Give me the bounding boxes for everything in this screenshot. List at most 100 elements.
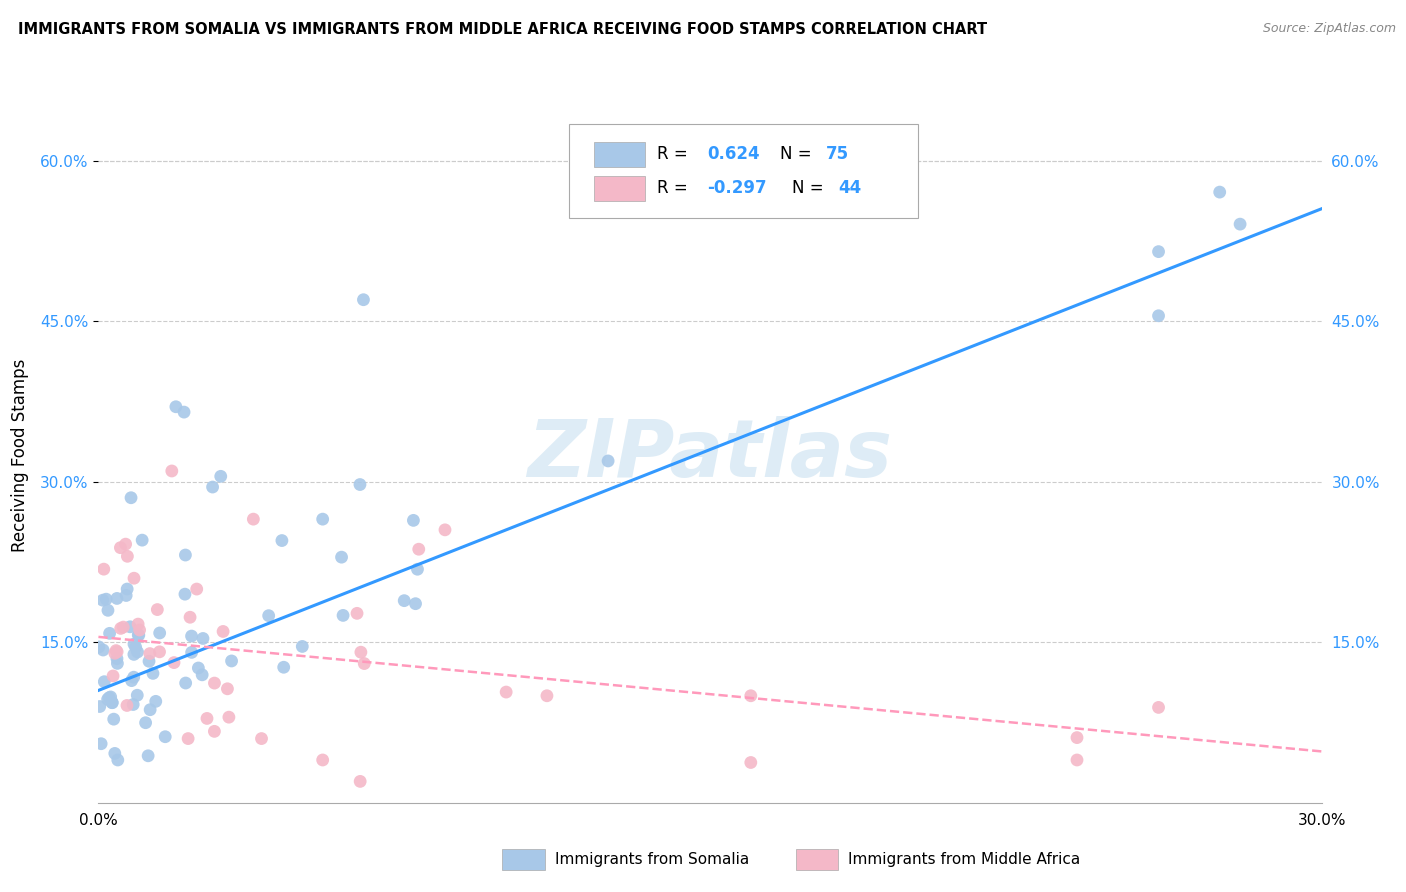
Point <box>120 491 142 505</box>
Point <box>127 628 149 642</box>
Point <box>104 747 127 761</box>
Point <box>402 513 425 527</box>
Point <box>89 699 111 714</box>
Point <box>136 748 159 763</box>
Point <box>350 645 373 659</box>
Point <box>1147 700 1170 714</box>
Text: Source: ZipAtlas.com: Source: ZipAtlas.com <box>1263 22 1396 36</box>
Point <box>179 610 201 624</box>
Point <box>101 696 124 710</box>
Text: N =: N = <box>792 179 830 197</box>
Text: R =: R = <box>658 179 693 197</box>
Point <box>495 685 517 699</box>
Point <box>104 646 127 660</box>
Point <box>174 548 197 562</box>
Point <box>149 626 172 640</box>
Point <box>434 523 457 537</box>
Point <box>103 712 125 726</box>
Point <box>138 654 160 668</box>
Text: R =: R = <box>658 145 693 163</box>
Point <box>191 632 214 646</box>
Point <box>349 477 371 491</box>
Text: -0.297: -0.297 <box>707 179 768 197</box>
Point <box>346 607 368 621</box>
Point <box>332 608 354 623</box>
Text: N =: N = <box>780 145 817 163</box>
Point <box>349 774 371 789</box>
Point <box>148 645 170 659</box>
Point <box>139 647 162 661</box>
Point <box>122 698 145 712</box>
Point <box>218 710 240 724</box>
Point <box>135 715 157 730</box>
Point <box>406 562 429 576</box>
Point <box>165 400 187 414</box>
Point <box>195 711 218 725</box>
Point <box>187 661 209 675</box>
Point <box>139 703 162 717</box>
Point <box>91 643 114 657</box>
Point <box>217 681 239 696</box>
Point <box>173 405 195 419</box>
Point <box>117 549 139 564</box>
Point <box>122 571 145 585</box>
Point <box>180 645 202 659</box>
Point <box>352 293 374 307</box>
Point <box>128 623 150 637</box>
Point <box>221 654 243 668</box>
Point <box>740 756 762 770</box>
Point <box>330 550 353 565</box>
Point <box>107 657 129 671</box>
Text: ZIPatlas: ZIPatlas <box>527 416 893 494</box>
Point <box>127 645 149 659</box>
Point <box>127 617 149 632</box>
Text: IMMIGRANTS FROM SOMALIA VS IMMIGRANTS FROM MIDDLE AFRICA RECEIVING FOOD STAMPS C: IMMIGRANTS FROM SOMALIA VS IMMIGRANTS FR… <box>18 22 987 37</box>
Point <box>91 593 114 607</box>
Point <box>408 542 430 557</box>
Point <box>96 592 118 607</box>
Point <box>127 688 149 702</box>
Point <box>257 608 280 623</box>
Point <box>121 673 143 688</box>
Point <box>201 480 224 494</box>
Point <box>250 731 273 746</box>
Point <box>291 640 314 654</box>
Point <box>110 541 132 555</box>
Point <box>105 651 128 665</box>
Point <box>110 621 132 635</box>
Point <box>273 660 295 674</box>
Point <box>204 676 226 690</box>
Text: 0.624: 0.624 <box>707 145 761 163</box>
Point <box>131 533 153 548</box>
FancyBboxPatch shape <box>796 849 838 871</box>
Point <box>242 512 264 526</box>
Point <box>115 698 138 713</box>
Point <box>105 643 128 657</box>
Point <box>93 562 115 576</box>
Point <box>740 689 762 703</box>
Point <box>105 645 128 659</box>
Point <box>155 730 177 744</box>
Point <box>353 657 375 671</box>
Point <box>87 640 110 654</box>
Text: Immigrants from Somalia: Immigrants from Somalia <box>555 853 749 867</box>
Point <box>142 666 165 681</box>
Y-axis label: Receiving Food Stamps: Receiving Food Stamps <box>11 359 30 551</box>
Point <box>97 692 120 706</box>
Point <box>124 640 146 654</box>
Point <box>105 591 128 606</box>
Point <box>598 169 620 184</box>
Point <box>186 582 208 596</box>
Point <box>209 469 232 483</box>
Point <box>101 696 124 710</box>
Point <box>101 669 124 683</box>
Point <box>180 629 202 643</box>
Point <box>100 690 122 704</box>
Point <box>202 724 225 739</box>
Point <box>163 656 186 670</box>
Point <box>160 464 183 478</box>
Point <box>405 597 427 611</box>
Point <box>114 537 136 551</box>
Point <box>122 648 145 662</box>
FancyBboxPatch shape <box>569 124 918 219</box>
